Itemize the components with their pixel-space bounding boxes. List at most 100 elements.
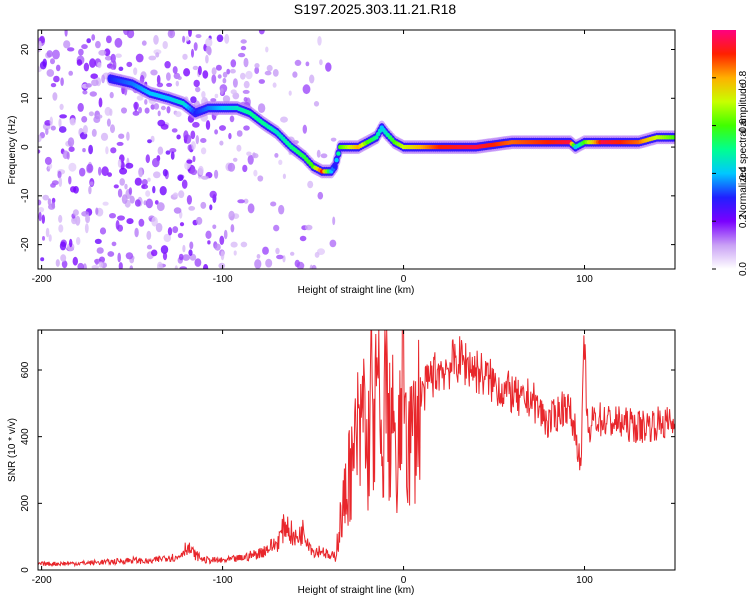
- noise-speck: [91, 34, 96, 41]
- noise-speck: [170, 151, 175, 160]
- snr-y-label: SNR (10 * v/v): [7, 418, 18, 482]
- noise-speck: [186, 195, 192, 205]
- noise-speck: [242, 164, 248, 173]
- noise-speck: [136, 95, 144, 101]
- spectrogram-y-tick-label: 0: [20, 144, 31, 150]
- noise-speck: [266, 64, 273, 72]
- noise-speck: [226, 68, 231, 75]
- noise-speck: [113, 184, 119, 189]
- noise-speck: [81, 116, 88, 123]
- page-title: S197.2025.303.11.21.R18: [293, 1, 457, 17]
- noise-speck: [205, 230, 212, 239]
- noise-speck: [157, 110, 161, 117]
- noise-speck: [274, 153, 279, 158]
- noise-speck: [105, 146, 109, 155]
- noise-speck: [257, 175, 264, 182]
- noise-speck: [246, 151, 252, 156]
- noise-speck: [88, 111, 94, 117]
- noise-speck: [39, 61, 47, 70]
- noise-speck: [68, 146, 75, 152]
- noise-speck: [202, 70, 209, 79]
- noise-speck: [172, 66, 178, 74]
- noise-speck: [205, 120, 211, 130]
- colorbar-tick-label: 0.2: [738, 214, 749, 228]
- noise-speck: [52, 49, 60, 60]
- noise-speck: [163, 233, 172, 243]
- noise-speck: [126, 218, 134, 225]
- noise-speck: [77, 102, 84, 112]
- noise-speck: [82, 263, 87, 269]
- noise-speck: [280, 116, 288, 123]
- noise-speck: [209, 190, 217, 199]
- noise-speck: [52, 92, 58, 101]
- noise-speck: [94, 238, 102, 244]
- noise-speck: [46, 69, 55, 77]
- noise-speck: [95, 40, 101, 49]
- noise-speck: [117, 159, 122, 168]
- noise-speck: [188, 206, 196, 211]
- ridge-core: [332, 164, 337, 169]
- noise-speck: [120, 161, 125, 170]
- noise-speck: [219, 140, 224, 146]
- noise-speck: [93, 116, 101, 123]
- noise-speck: [138, 218, 145, 227]
- noise-speck: [42, 194, 49, 201]
- noise-speck: [153, 171, 161, 179]
- noise-speck: [270, 201, 277, 207]
- noise-speck: [115, 53, 122, 58]
- noise-speck: [192, 121, 200, 128]
- spectrogram-x-ticks: -200 -100 0 100: [32, 30, 593, 285]
- noise-speck: [152, 157, 160, 168]
- noise-speck: [176, 134, 181, 140]
- noise-speck: [46, 50, 53, 58]
- noise-speck: [317, 36, 322, 46]
- noise-speck: [123, 30, 130, 36]
- noise-speck: [68, 162, 77, 172]
- ridge-core: [377, 128, 383, 133]
- noise-speck: [58, 126, 67, 133]
- noise-speck: [125, 162, 134, 169]
- noise-speck: [151, 249, 158, 257]
- noise-speck: [282, 173, 286, 179]
- noise-speck: [117, 224, 123, 232]
- noise-speck: [222, 77, 227, 84]
- noise-speck: [228, 210, 235, 221]
- noise-speck: [273, 224, 280, 232]
- noise-speck: [138, 167, 143, 178]
- noise-speck: [49, 116, 53, 126]
- noise-speck: [45, 128, 49, 136]
- noise-speck: [222, 71, 228, 78]
- noise-speck: [147, 139, 152, 144]
- noise-speck: [162, 41, 168, 49]
- noise-speck: [58, 214, 63, 223]
- noise-speck: [317, 191, 324, 200]
- noise-speck: [307, 180, 314, 189]
- noise-speck: [109, 91, 114, 99]
- noise-speck: [157, 146, 164, 155]
- noise-speck: [40, 257, 45, 262]
- noise-speck: [190, 96, 197, 104]
- noise-speck: [141, 184, 149, 190]
- noise-speck: [319, 59, 323, 66]
- noise-speck: [195, 34, 202, 39]
- noise-speck: [219, 125, 226, 131]
- spectrogram-x-label: Height of straight line (km): [298, 285, 415, 296]
- snr-panel: -200 -100 0 100 0 200 400 600 Height of straig…: [7, 329, 676, 596]
- noise-speck: [278, 159, 283, 165]
- spectrogram-y-ticks: 20 10 0 -10 -20: [20, 44, 675, 252]
- noise-speck: [132, 110, 140, 116]
- noise-speck: [160, 105, 166, 111]
- noise-speck: [258, 79, 265, 84]
- noise-speck: [265, 46, 269, 53]
- noise-speck: [265, 258, 273, 268]
- noise-speck: [230, 59, 237, 68]
- noise-speck: [243, 198, 249, 204]
- noise-speck: [66, 151, 70, 160]
- noise-speck: [82, 90, 88, 95]
- noise-speck: [230, 224, 235, 233]
- noise-speck: [55, 259, 60, 267]
- noise-speck: [272, 69, 279, 77]
- noise-speck: [224, 33, 230, 44]
- noise-speck: [245, 70, 253, 80]
- noise-speck: [129, 195, 135, 204]
